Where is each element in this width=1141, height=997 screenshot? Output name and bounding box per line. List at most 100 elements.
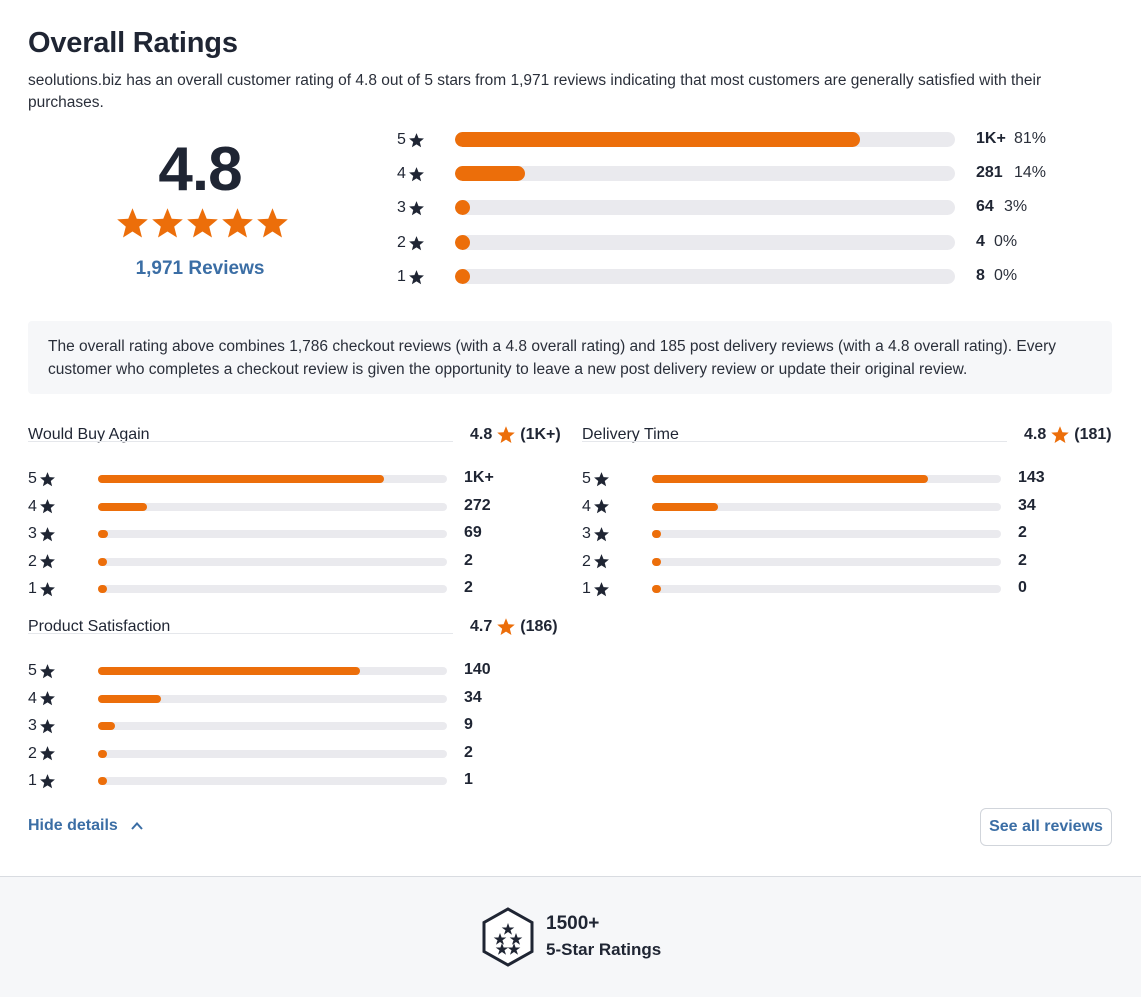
star-label: 3 xyxy=(582,525,610,543)
star-label: 1 xyxy=(582,580,610,598)
category-bar xyxy=(98,722,447,730)
category-score-count: (186) xyxy=(520,618,558,635)
badge-label: 5-Star Ratings xyxy=(546,940,662,959)
star-number: 1 xyxy=(582,580,591,597)
reviews-link[interactable]: 1,971 Reviews xyxy=(135,258,265,279)
category-bar xyxy=(98,475,447,483)
see-all-reviews-button[interactable]: See all reviews xyxy=(980,808,1112,846)
category-title: Delivery Time xyxy=(582,426,679,443)
category-bar-fill xyxy=(98,475,385,483)
star-icon xyxy=(39,526,55,541)
category-row-3: 3 xyxy=(28,523,56,545)
star-label: 5 xyxy=(28,470,56,488)
info-note: The overall rating above combines 1,786 … xyxy=(28,321,1112,394)
category-count: 2 xyxy=(464,551,473,569)
category-row-3: 3 xyxy=(28,715,56,737)
star-icon xyxy=(593,499,609,514)
star-number: 3 xyxy=(28,525,37,542)
category-score-value: 4.8 xyxy=(1024,426,1047,443)
category-row-1: 1 xyxy=(582,578,610,600)
star-label: 2 xyxy=(28,553,56,571)
star-label: 5 xyxy=(397,131,425,149)
star-icon xyxy=(257,208,288,238)
category-bar xyxy=(652,475,1001,483)
distribution-bar-fill xyxy=(455,200,470,215)
category-row-4: 4 xyxy=(582,496,610,518)
star-number: 5 xyxy=(582,470,591,487)
footer-badge-area xyxy=(0,876,1141,997)
category-row-5: 5 xyxy=(582,468,610,490)
category-title: Would Buy Again xyxy=(28,426,150,443)
star-icon xyxy=(187,208,218,238)
star-icon xyxy=(39,499,55,514)
category-score: 4.7 (186) xyxy=(470,617,558,637)
star-number: 1 xyxy=(397,268,406,285)
distribution-percent: 3% xyxy=(1004,198,1028,215)
category-bar xyxy=(652,502,1001,511)
star-number: 3 xyxy=(397,199,406,216)
star-icon xyxy=(593,554,609,569)
star-icon xyxy=(39,746,55,761)
star-icon xyxy=(593,526,609,541)
category-count: 2 xyxy=(1018,551,1027,569)
star-number: 4 xyxy=(582,497,591,515)
category-bar xyxy=(652,530,1001,538)
category-count: 69 xyxy=(464,524,482,541)
star-icon xyxy=(39,581,55,596)
category-count: 9 xyxy=(464,716,473,733)
star-label: 5 xyxy=(28,662,56,680)
category-bar-fill xyxy=(98,749,107,758)
distribution-bar xyxy=(455,235,955,250)
category-bar-fill xyxy=(652,585,661,593)
star-label: 2 xyxy=(28,745,56,763)
star-icon xyxy=(408,200,424,215)
category-bar xyxy=(98,749,447,758)
star-icon xyxy=(1051,426,1069,443)
category-score-count: (181) xyxy=(1074,426,1112,443)
hide-details-toggle[interactable]: Hide details xyxy=(28,817,144,835)
distribution-percent: 81% xyxy=(1014,130,1047,147)
category-row-1: 1 xyxy=(28,770,56,792)
star-label: 4 xyxy=(397,165,425,183)
distribution-row-4: 4 xyxy=(397,163,425,185)
star-label: 2 xyxy=(582,553,610,571)
star-icon xyxy=(497,618,515,635)
star-number: 2 xyxy=(397,234,406,251)
distribution-count: 281 xyxy=(976,164,1003,181)
distribution-bar-fill xyxy=(455,132,860,147)
distribution-bar-fill xyxy=(455,269,470,284)
category-row-5: 5 xyxy=(28,468,56,490)
hexagon-badge-icon xyxy=(482,907,534,967)
star-icon xyxy=(39,691,55,706)
star-number: 1 xyxy=(28,580,37,597)
distribution-row-1: 1 xyxy=(397,266,425,288)
overall-stars xyxy=(115,206,290,241)
category-title: Product Satisfaction xyxy=(28,618,171,635)
star-number: 2 xyxy=(582,552,591,570)
star-number: 5 xyxy=(28,470,37,487)
star-number: 5 xyxy=(28,662,37,679)
category-bar xyxy=(98,530,447,538)
rating-description: seolutions.biz has an overall customer r… xyxy=(28,72,1042,111)
category-bar-fill xyxy=(98,722,116,730)
category-row-5: 5 xyxy=(28,660,56,682)
category-row-2: 2 xyxy=(582,551,610,573)
star-number: 4 xyxy=(397,165,406,182)
category-row-2: 2 xyxy=(28,551,56,573)
distribution-row-3: 3 xyxy=(397,197,425,219)
category-bar xyxy=(98,502,447,511)
star-number: 2 xyxy=(28,552,37,570)
star-number: 3 xyxy=(582,525,591,542)
category-row-3: 3 xyxy=(582,523,610,545)
category-bar-fill xyxy=(98,777,107,785)
category-bar xyxy=(652,557,1001,566)
category-bar-fill xyxy=(652,530,661,538)
star-label: 1 xyxy=(28,580,56,598)
star-icon xyxy=(39,773,55,788)
star-label: 5 xyxy=(582,470,610,488)
category-bar xyxy=(98,557,447,566)
category-bar xyxy=(652,585,1001,593)
category-bar xyxy=(98,694,447,703)
distribution-bar xyxy=(455,132,955,147)
star-icon xyxy=(39,663,55,678)
